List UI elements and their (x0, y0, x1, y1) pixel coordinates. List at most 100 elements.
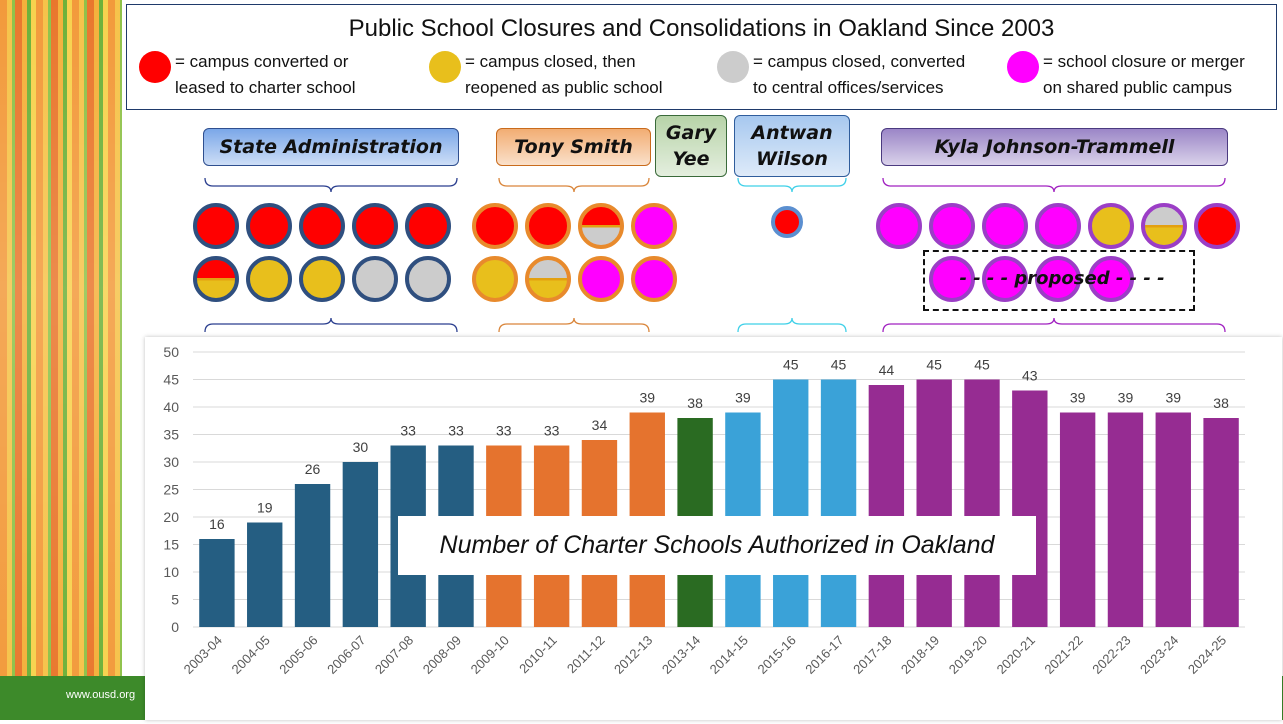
closure-circle-icon (405, 203, 451, 249)
x-tick-label: 2018-19 (898, 633, 942, 677)
bar (868, 385, 905, 627)
closure-circle-icon (525, 256, 571, 302)
x-tick-label: 2003-04 (181, 633, 225, 677)
bar (342, 462, 379, 627)
x-tick-label: 2017-18 (850, 633, 894, 677)
y-tick-label: 50 (163, 344, 179, 360)
period-tony-smith: Tony Smith (496, 128, 651, 166)
closure-circle-icon (631, 203, 677, 249)
data-label: 33 (496, 423, 512, 439)
data-label: 39 (639, 390, 655, 406)
legend-text-line2: to central offices/services (753, 78, 944, 97)
brace-trammell-top (882, 177, 1226, 193)
brace-state-top (204, 177, 458, 193)
brace-smith-top (498, 177, 650, 193)
proposed-box (923, 250, 1195, 311)
x-tick-label: 2021-22 (1041, 633, 1085, 677)
data-label: 19 (257, 500, 273, 516)
data-label: 34 (592, 417, 608, 433)
x-tick-label: 2010-11 (516, 633, 560, 677)
data-label: 38 (687, 395, 703, 411)
bar (1107, 412, 1144, 627)
braces (204, 177, 1226, 333)
footer-url: www.ousd.org (66, 689, 136, 701)
y-tick-label: 20 (163, 509, 179, 525)
x-tick-label: 2016-17 (802, 633, 846, 677)
closure-circle-icon (771, 206, 803, 238)
chart-title-overlay: Number of Charter Schools Authorized in … (398, 516, 1036, 575)
y-tick-label: 30 (163, 454, 179, 470)
closure-circle-icon (193, 256, 239, 302)
data-label: 43 (1022, 368, 1038, 384)
y-tick-label: 5 (171, 592, 179, 608)
bar (1155, 412, 1191, 627)
y-tick-label: 40 (163, 399, 179, 415)
data-label: 38 (1213, 395, 1229, 411)
closure-circle-icon (982, 203, 1028, 249)
data-label: 33 (544, 423, 560, 439)
closure-circle-icon (352, 203, 398, 249)
closure-circle-icon (299, 203, 345, 249)
bar (199, 539, 235, 627)
data-label: 45 (974, 357, 990, 373)
legend-text-line1: = school closure or merger (1043, 52, 1245, 71)
bar (820, 379, 857, 627)
x-tick-label: 2022-23 (1089, 633, 1133, 677)
legend-text-line1: = campus converted or (175, 52, 349, 71)
x-tick-label: 2024-25 (1185, 633, 1229, 677)
data-label: 45 (926, 357, 942, 373)
decorative-background-stripes (0, 0, 122, 720)
bar (1059, 412, 1096, 627)
x-tick-label: 2014-15 (707, 633, 751, 677)
bar (773, 379, 809, 627)
magenta-circle-icon (1007, 51, 1039, 83)
proposed-label: - - - - proposed - - - - (959, 268, 1165, 289)
closure-circle-icon (982, 256, 1028, 302)
x-tick-label: 2011-12 (564, 633, 608, 677)
bar (1203, 418, 1239, 627)
x-tick-label: 2012-13 (611, 633, 655, 677)
legend-box: Public School Closures and Consolidation… (126, 4, 1277, 110)
closure-circle-icon (405, 256, 451, 302)
period-gary-yee: Gary Yee (655, 115, 727, 177)
closure-circle-icon (929, 203, 975, 249)
data-label: 45 (783, 357, 799, 373)
data-label: 45 (831, 357, 847, 373)
legend-text-line1: = campus closed, converted (753, 52, 966, 71)
closure-circle-icon (246, 203, 292, 249)
closure-circle-icon (1194, 203, 1240, 249)
brace-smith-bottom (498, 317, 650, 333)
data-label: 16 (209, 516, 225, 532)
yellow-circle-icon (429, 51, 461, 83)
x-tick-label: 2004-05 (228, 633, 272, 677)
closure-circle-icon (525, 203, 571, 249)
brace-trammell-bottom (882, 317, 1226, 333)
y-tick-label: 0 (171, 619, 179, 635)
x-tick-label: 2013-14 (659, 633, 703, 677)
closure-circle-icon (631, 256, 677, 302)
closure-circle-icon (299, 256, 345, 302)
x-tick-label: 2005-06 (276, 633, 320, 677)
bar (247, 522, 283, 627)
legend-text-line2: leased to charter school (175, 78, 356, 97)
legend-text-line2: on shared public campus (1043, 78, 1233, 97)
period-state-administration: State Administration (203, 128, 459, 166)
legend-text-line1: = campus closed, then (465, 52, 636, 71)
closure-circle-icon (246, 256, 292, 302)
closure-circle-icon (1035, 203, 1081, 249)
page-title: Public School Closures and Consolidation… (348, 15, 1055, 42)
bar (964, 379, 1000, 627)
period-kyla-johnson-trammell: Kyla Johnson-Trammell (881, 128, 1228, 166)
data-label: 33 (448, 423, 464, 439)
closure-circle-icon (193, 203, 239, 249)
period-antwan-wilson: Antwan Wilson (734, 115, 850, 177)
data-label: 44 (879, 362, 895, 378)
closure-circle-icon (578, 256, 624, 302)
x-tick-label: 2008-09 (420, 633, 464, 677)
y-tick-label: 35 (163, 427, 179, 443)
closure-circle-icon (1088, 256, 1134, 302)
bar (1012, 390, 1048, 627)
brace-state-bottom (204, 317, 458, 333)
closure-circle-icon (1035, 256, 1081, 302)
closure-circle-icon (472, 203, 518, 249)
